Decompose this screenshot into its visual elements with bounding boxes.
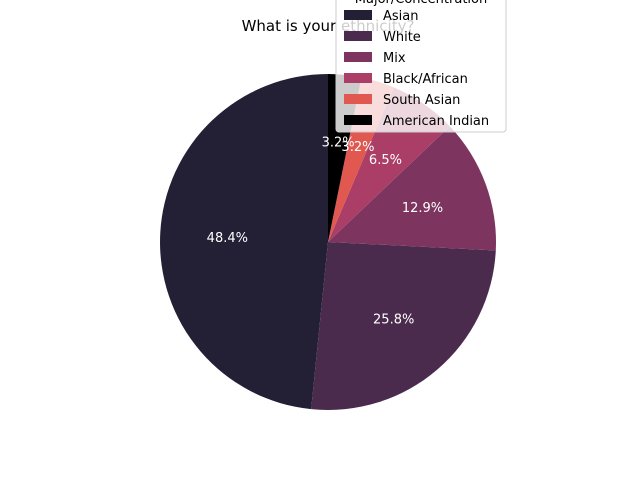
legend-label-white: White — [383, 30, 421, 45]
legend: Major/Concentration Asian White Mix Black/Af… — [335, 0, 507, 133]
pie-slice-asian — [160, 74, 328, 410]
percent-label-american-indian: 3.2% — [322, 136, 355, 151]
legend-title: Major/Concentration — [355, 0, 487, 7]
legend-label-american-indian: American Indian — [383, 114, 489, 129]
pie-slices — [160, 73, 497, 410]
legend-swatch-american-indian — [344, 115, 372, 125]
percent-label-south-asian: 3.2% — [341, 140, 374, 155]
percent-labels: 48.4%25.8%12.9%6.5%3.2%3.2% — [207, 136, 443, 328]
legend-label-mix: Mix — [383, 51, 406, 66]
legend-label-black-african: Black/African — [383, 72, 468, 87]
legend-frame — [335, 0, 507, 133]
legend-swatch-black-african — [344, 73, 372, 83]
legend-label-south-asian: South Asian — [383, 93, 460, 108]
legend-swatch-asian — [344, 10, 372, 20]
pie-slice-mix — [328, 126, 497, 251]
percent-label-asian: 48.4% — [207, 231, 248, 246]
pie-slice-white — [311, 242, 496, 410]
legend-swatch-mix — [344, 52, 372, 62]
percent-label-mix: 12.9% — [402, 201, 443, 216]
legend-swatch-south-asian — [344, 94, 372, 104]
percent-label-white: 25.8% — [373, 312, 414, 327]
legend-label-asian: Asian — [383, 9, 418, 24]
percent-label-black-african: 6.5% — [369, 153, 402, 168]
legend-swatch-white — [344, 31, 372, 41]
